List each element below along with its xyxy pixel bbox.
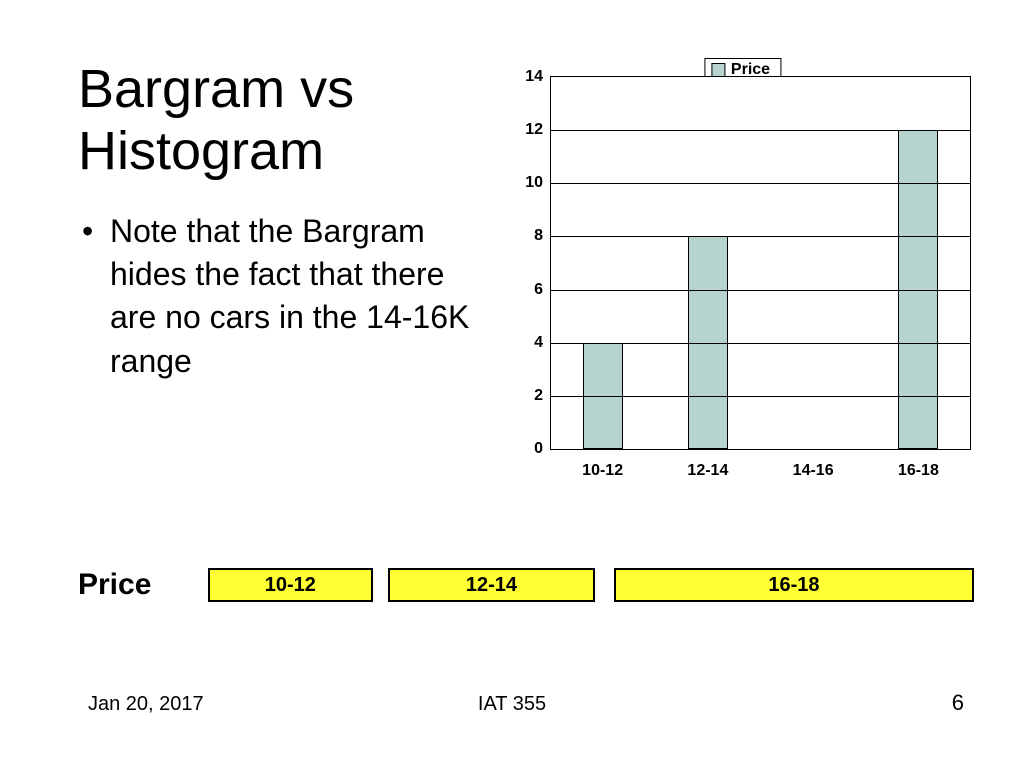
bargram-axis-label: Price — [78, 568, 208, 602]
grid-line — [551, 290, 970, 291]
title-line-1: Bargram vs — [78, 59, 354, 119]
grid-line — [551, 396, 970, 397]
footer-page-number: 6 — [952, 690, 964, 716]
slide: Bargram vs Histogram • Note that the Bar… — [0, 0, 1024, 768]
footer-course: IAT 355 — [478, 693, 546, 716]
y-tick-label: 12 — [513, 121, 543, 139]
bullet-text: Note that the Bargram hides the fact tha… — [110, 213, 469, 379]
bargram-segment: 10-12 — [208, 568, 373, 602]
title-line-2: Histogram — [78, 121, 324, 181]
bullet-item: • Note that the Bargram hides the fact t… — [110, 210, 490, 383]
bargram-segment: 16-18 — [614, 568, 974, 602]
y-tick-label: 0 — [513, 440, 543, 458]
bars-layer — [551, 77, 970, 449]
slide-title: Bargram vs Histogram — [78, 58, 354, 182]
y-tick-label: 14 — [513, 68, 543, 86]
legend-swatch — [711, 63, 725, 77]
grid-line — [551, 343, 970, 344]
y-tick-label: 4 — [513, 334, 543, 352]
x-tick-label: 16-18 — [898, 462, 939, 480]
x-tick-label: 12-14 — [687, 462, 728, 480]
y-tick-label: 10 — [513, 174, 543, 192]
plot-area: 02468101214 — [550, 76, 971, 450]
bargram-track: 10-12 12-14 16-18 — [208, 568, 974, 602]
histogram-chart: Price 02468101214 10-1212-1414-1616-18 — [510, 58, 975, 488]
footer-date: Jan 20, 2017 — [88, 693, 204, 716]
x-tick-label: 10-12 — [582, 462, 623, 480]
bargram: Price 10-12 12-14 16-18 — [78, 565, 974, 605]
x-axis-labels: 10-12 12-14 14-16 16-18 — [550, 456, 971, 480]
bargram-segment: 12-14 — [388, 568, 595, 602]
bullet-dot: • — [82, 210, 93, 253]
x-tick-label: 14-16 — [793, 462, 834, 480]
y-tick-label: 8 — [513, 227, 543, 245]
grid-line — [551, 130, 970, 131]
grid-line — [551, 236, 970, 237]
y-tick-label: 6 — [513, 281, 543, 299]
y-tick-label: 2 — [513, 387, 543, 405]
grid-line — [551, 183, 970, 184]
